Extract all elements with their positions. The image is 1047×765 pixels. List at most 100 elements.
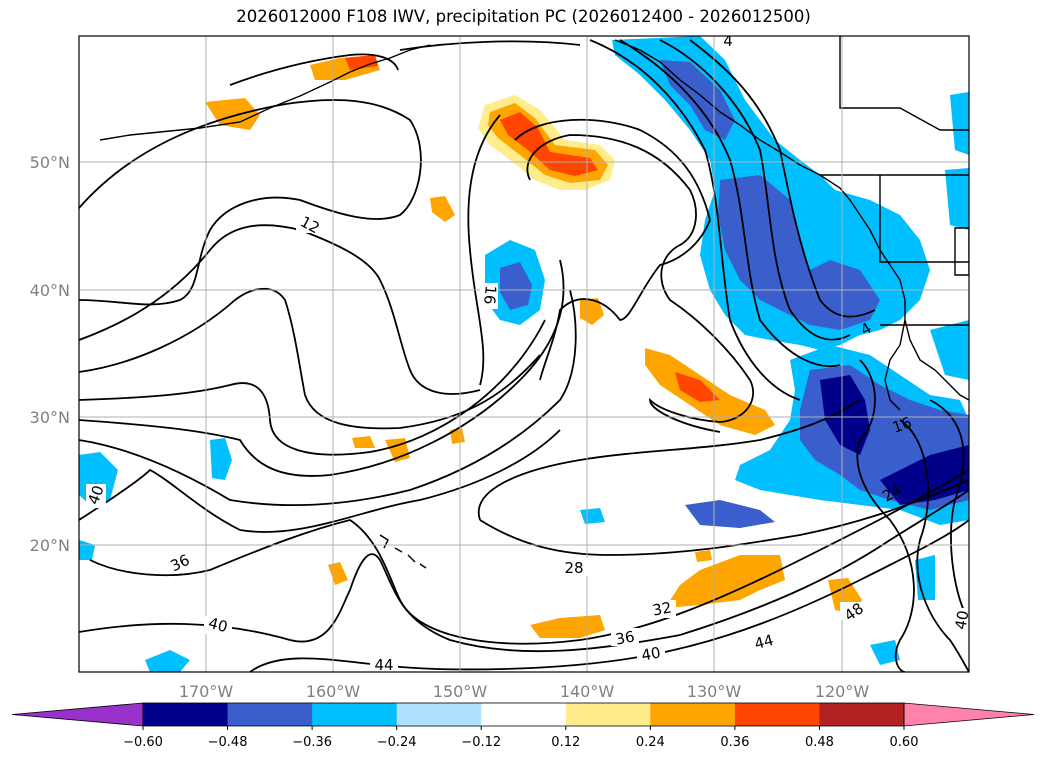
colorbar-tick-label: 0.60 — [890, 735, 919, 750]
iwv-contour — [79, 259, 565, 477]
contour-label: 28 — [564, 559, 583, 577]
iwv-contour — [89, 469, 969, 645]
negative-pc-region — [500, 262, 532, 310]
lon-axis-labels: 170°W 160°W 150°W 140°W 130°W 120°W — [179, 682, 870, 701]
coastline-layer — [99, 36, 969, 569]
contour-label: 40 — [206, 614, 229, 636]
negative-pc-region — [945, 168, 969, 230]
colorbar-tick-label: 0.48 — [805, 735, 834, 750]
iwv-contour — [619, 39, 841, 368]
colorbar-segment — [143, 703, 229, 726]
colorbar-segment — [481, 703, 567, 726]
iwv-contour — [477, 399, 861, 521]
negative-pc-region — [210, 438, 232, 480]
coastline-baja — [884, 319, 906, 411]
iwv-contour — [79, 319, 546, 456]
negative-pc-region — [580, 508, 605, 524]
iwv-contour — [479, 479, 969, 556]
colorbar-tick-label: −0.12 — [461, 735, 501, 750]
lon-label: 140°W — [560, 682, 615, 701]
negative-pc-region — [915, 555, 935, 600]
iwv-contour — [659, 39, 851, 341]
lat-axis-labels: 50°N 40°N 30°N 20°N — [30, 153, 70, 555]
iwv-contour — [79, 287, 541, 430]
contour-label: 4 — [723, 32, 733, 50]
positive-pc-region — [430, 196, 455, 222]
colorbar-segment — [650, 703, 736, 726]
iwv-contour — [229, 53, 399, 86]
contour-label: 16 — [480, 285, 500, 306]
contour-label: 32 — [651, 598, 673, 619]
lat-label: 40°N — [30, 281, 70, 300]
negative-pc-region — [950, 92, 969, 155]
lat-label: 30°N — [30, 408, 70, 427]
map-border — [78, 35, 970, 673]
contour-label: 40 — [951, 609, 972, 631]
colorbar-tick-label: 0.36 — [720, 735, 749, 750]
colorbar-extend-left — [11, 702, 144, 727]
map-title: 2026012000 F108 IWV, precipitation PC (2… — [236, 7, 811, 26]
negative-pc-region — [820, 375, 870, 455]
iwv-contour — [79, 429, 561, 533]
positive-pc-region — [675, 372, 720, 402]
colorbar — [11, 702, 1035, 727]
state-border — [954, 227, 969, 276]
iwv-contour — [899, 419, 969, 672]
colorbar-outline — [142, 702, 905, 727]
contour-label: 16 — [890, 413, 914, 436]
state-border — [879, 175, 969, 263]
contour-label: 40 — [640, 643, 662, 664]
colorbar-tick-label: −0.36 — [292, 735, 332, 750]
colorbar-tick-label: −0.60 — [123, 735, 163, 750]
positive-pc-region — [665, 555, 785, 608]
lon-label: 160°W — [306, 682, 361, 701]
colorbar-tick-label: −0.24 — [377, 735, 417, 750]
colorbar-segment — [819, 703, 905, 726]
colorbar-segment — [312, 703, 398, 726]
negative-pc-region — [685, 500, 775, 528]
iwv-contour — [856, 359, 915, 672]
iwv-contour — [79, 99, 422, 306]
state-border — [839, 36, 969, 131]
positive-pc-region — [530, 615, 605, 638]
contour-label: 44 — [752, 631, 775, 653]
lat-label: 50°N — [30, 153, 70, 172]
iwv-contour — [526, 134, 755, 433]
positive-pc-region — [695, 550, 712, 562]
negative-pc-region — [145, 650, 190, 672]
colorbar-segment — [734, 703, 820, 726]
iwv-contour — [467, 114, 501, 386]
colorbar-ticks: −0.60 −0.48 −0.36 −0.24 −0.12 0.12 0.24 0.36 0.4… — [123, 726, 918, 750]
negative-pc-region — [660, 60, 735, 140]
lat-label: 20°N — [30, 536, 70, 555]
colorbar-extend-right — [903, 702, 1035, 727]
coastline-nw-america — [614, 39, 969, 401]
contour-label: 44 — [374, 656, 393, 674]
positive-pc-region — [352, 436, 375, 448]
iwv-contour — [514, 118, 711, 381]
colorbar-tick-label: −0.48 — [208, 735, 248, 750]
positive-pc-region — [205, 98, 260, 130]
positive-pc-region — [345, 55, 378, 70]
negative-pc-region — [870, 640, 900, 665]
iwv-contour — [79, 289, 577, 507]
lon-label: 120°W — [815, 682, 870, 701]
positive-pc-region — [500, 112, 598, 176]
colorbar-segment — [565, 703, 651, 726]
colorbar-segment — [227, 703, 313, 726]
colorbar-tick-label: 0.12 — [551, 735, 580, 750]
iwv-contour — [589, 39, 801, 401]
iwv-contour — [929, 399, 969, 621]
coastline-alaska — [99, 44, 431, 141]
lon-label: 130°W — [687, 682, 742, 701]
lon-label: 170°W — [179, 682, 234, 701]
colorbar-tick-label: 0.24 — [636, 735, 665, 750]
negative-pc-region — [930, 320, 969, 380]
hawaii-islands — [379, 534, 427, 569]
negative-pc-region — [718, 175, 880, 330]
lon-label: 150°W — [433, 682, 488, 701]
colorbar-segment — [396, 703, 482, 726]
contour-label: 40 — [84, 483, 107, 507]
contour-label: 36 — [614, 627, 636, 648]
